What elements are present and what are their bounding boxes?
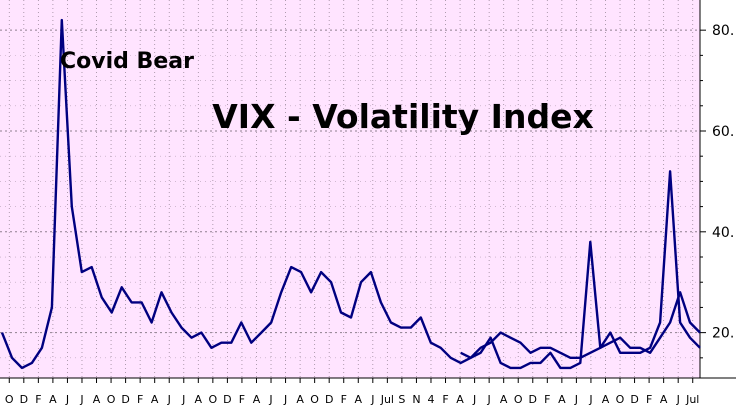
annotation-covid-bear: Covid Bear (60, 49, 194, 74)
series-line-1 (0, 18, 701, 370)
x-tick-label: J (283, 393, 287, 406)
x-tick-label: D (20, 393, 28, 406)
series-group (0, 18, 701, 370)
x-tick-label: A (49, 393, 57, 406)
x-tick-label: J (181, 393, 185, 406)
x-tick-label: J (268, 393, 272, 406)
x-tick-label: A (355, 393, 363, 406)
y-tick-label: 60. (712, 124, 734, 140)
gridlines (0, 0, 700, 378)
x-tick-label: O (616, 393, 625, 406)
x-tick-label: J (167, 393, 171, 406)
x-tick-label: F (35, 393, 41, 406)
x-tick-label: A (456, 393, 464, 406)
chart-title: VIX - Volatility Index (212, 97, 593, 136)
x-tick-label: A (195, 393, 203, 406)
x-tick-label: F (137, 393, 143, 406)
x-tick-label: O (107, 393, 116, 406)
x-tick-label: J (588, 393, 592, 406)
x-axis: O D F A J J A O D F A J J A O D F A J J A O D F A J Jul S N 4 F A J J A O D F… (0, 377, 736, 406)
x-tick-label: J (472, 393, 476, 406)
x-tick-label: D (121, 393, 129, 406)
x-tick-label: A (660, 393, 668, 406)
x-tick-label: N (412, 393, 420, 406)
x-tick-label: F (341, 393, 347, 406)
y-tick-label: 40. (712, 225, 734, 241)
x-tick-label: D (529, 393, 537, 406)
x-tick-label: A (500, 393, 508, 406)
y-tick-label: 80. (712, 23, 734, 39)
y-tick-label: 20. (712, 326, 734, 342)
x-tick-label: 4 (427, 393, 434, 406)
x-tick-label: S (398, 393, 405, 406)
x-tick-label: A (602, 393, 610, 406)
x-tick-label: D (325, 393, 333, 406)
x-tick-label: F (239, 393, 245, 406)
x-tick-label: F (442, 393, 448, 406)
x-tick-label: J (79, 393, 83, 406)
x-tick-label: D (223, 393, 231, 406)
x-tick-label: A (296, 393, 304, 406)
x-tick-label: J (487, 393, 491, 406)
x-tick-label: F (544, 393, 550, 406)
x-tick-label: A (558, 393, 566, 406)
x-tick-label: A (253, 393, 261, 406)
x-tick-label: O (209, 393, 218, 406)
x-tick-label: O (310, 393, 319, 406)
series-line-2 (460, 291, 701, 359)
x-tick-label: A (93, 393, 101, 406)
x-tick-label: O (5, 393, 14, 406)
x-tick-label: D (630, 393, 638, 406)
x-tick-label: A (151, 393, 159, 406)
x-tick-label: Jul (685, 393, 699, 406)
x-tick-label: F (646, 393, 652, 406)
x-tick-label: O (514, 393, 523, 406)
x-tick-label: J (370, 393, 374, 406)
y-axis: 20. 40. 60. 80. (699, 0, 734, 378)
x-tick-label: J (574, 393, 578, 406)
x-tick-label: Jul (380, 393, 394, 406)
x-tick-label: J (676, 393, 680, 406)
x-tick-label: J (65, 393, 69, 406)
